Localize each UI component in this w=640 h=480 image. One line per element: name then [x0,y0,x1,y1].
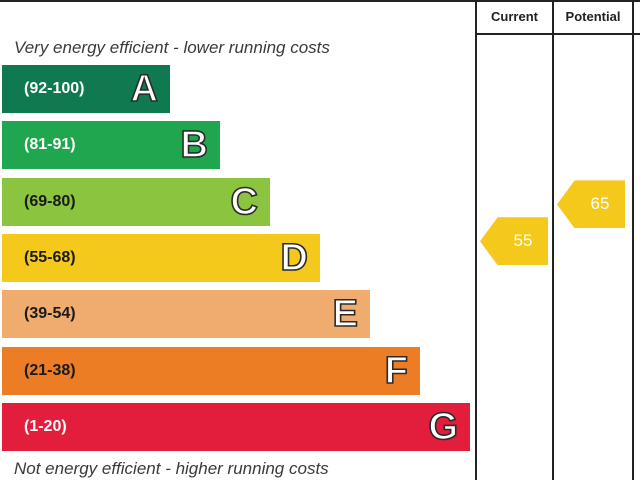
band-range-label: (21-38) [24,361,76,379]
current-rating-marker: 55 [480,217,548,266]
band-letter: B [180,123,209,167]
band-letter: E [332,292,359,336]
band-range-label: (39-54) [24,305,76,323]
column-divider [552,0,554,480]
band-range-label: (81-91) [24,136,76,154]
current-rating-value: 55 [513,231,533,251]
potential-rating-value: 65 [590,194,610,214]
top-border [0,0,640,2]
band-c: (69-80) C [2,177,270,226]
band-letter: F [384,349,409,393]
band-letter: G [428,405,459,449]
header-divider [475,33,640,35]
band-range-label: (92-100) [24,80,85,97]
bottom-note: Not energy efficient - higher running co… [14,459,329,478]
band-letter: D [280,236,309,280]
potential-column-header: Potential [565,9,621,24]
chart-divider [475,0,477,480]
band-range-label: (1-20) [24,417,67,435]
top-note: Very energy efficient - lower running co… [14,38,330,57]
band-letter: C [230,180,259,224]
band-b: (81-91) B [2,121,220,170]
band-range-label: (55-68) [24,248,76,266]
potential-rating-marker: 65 [557,180,625,229]
band-d: (55-68) D [2,233,320,282]
band-f: (21-38) F [2,346,420,395]
current-column-header: Current [491,9,538,24]
band-letter: A [130,67,159,111]
band-a: (92-100) A [2,65,170,113]
band-e: (39-54) E [2,290,370,339]
band-g: (1-20) G [2,402,470,451]
right-border [632,0,634,480]
band-range-label: (69-80) [24,192,76,210]
